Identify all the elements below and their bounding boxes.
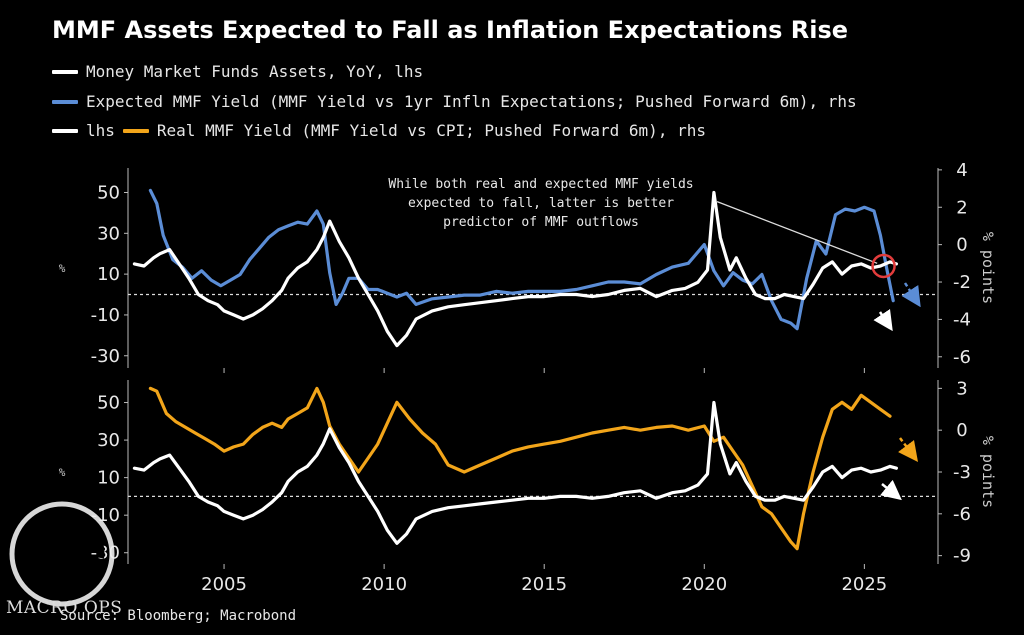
right-axis-label: % points <box>979 232 997 304</box>
legend-label: Money Market Funds Assets, YoY, lhs <box>86 62 424 81</box>
x-tick-label: 2005 <box>201 574 247 595</box>
trend-arrow-white-bottom <box>880 479 902 501</box>
highlight-circle <box>871 253 896 279</box>
left-axis-label: % <box>59 262 66 275</box>
right-tick-label: 2 <box>956 197 967 218</box>
left-tick-label: -10 <box>91 305 120 326</box>
right-tick-label: 0 <box>956 235 967 256</box>
legend-label-lhs: lhs <box>86 121 115 140</box>
right-tick-label: -4 <box>953 309 971 330</box>
series-line <box>132 190 899 348</box>
right-tick-label: -3 <box>953 462 971 483</box>
legend-swatch-orange <box>122 128 149 133</box>
x-tick-label: 2015 <box>521 574 567 595</box>
left-tick-label: 50 <box>97 393 120 414</box>
legend-label: Real MMF Yield (MMF Yield vs CPI; Pushed… <box>156 121 706 140</box>
x-tick-label: 2025 <box>841 574 887 595</box>
top-panel: 50 30 10 -10 -30 4 2 0 -2 -4 -6% % points <box>59 160 997 373</box>
right-tick-label: 0 <box>956 420 967 441</box>
series-line <box>148 188 895 331</box>
right-tick-label: -6 <box>953 504 971 525</box>
chart-annotation: While both real and expected MMF yields … <box>388 177 694 230</box>
right-tick-label: 4 <box>956 160 967 181</box>
right-tick-label: -2 <box>953 272 971 293</box>
left-tick-label: 10 <box>97 264 120 285</box>
right-tick-label: -9 <box>953 546 971 567</box>
x-tick-label: 2020 <box>681 574 727 595</box>
legend-swatch-white <box>52 128 78 133</box>
legend-item-real-yield: lhs Real MMF Yield (MMF Yield vs CPI; Pu… <box>52 121 706 140</box>
right-tick-label: -6 <box>953 347 971 368</box>
trend-arrow-orange-bottom <box>898 437 918 462</box>
left-tick-label: 30 <box>97 430 120 451</box>
x-tick-label: 2010 <box>361 574 407 595</box>
trend-arrow-white-top <box>873 308 893 332</box>
source-note: Source: Bloomberg; Macrobond <box>60 608 297 624</box>
macro-ops-logo <box>9 501 115 607</box>
logo-text: MACRO OPS <box>6 598 123 618</box>
series-line <box>132 400 899 545</box>
left-tick-label: 50 <box>97 182 120 203</box>
series-line <box>148 386 892 551</box>
legend-item-mmf-assets: Money Market Funds Assets, YoY, lhs <box>52 62 423 81</box>
right-axis-label: % points <box>979 436 997 508</box>
legend-swatch-blue <box>52 99 78 104</box>
legend-label: Expected MMF Yield (MMF Yield vs 1yr Inf… <box>86 92 857 111</box>
left-axis-label: % <box>59 466 66 479</box>
trend-arrow-blue-top <box>901 282 921 308</box>
annotation-pointer-line <box>716 201 878 264</box>
left-tick-label: -30 <box>91 346 120 367</box>
legend-item-expected-yield: Expected MMF Yield (MMF Yield vs 1yr Inf… <box>52 92 857 111</box>
annotation-arrows <box>873 282 921 501</box>
left-tick-label: 30 <box>97 223 120 244</box>
left-tick-label: 10 <box>97 468 120 489</box>
right-tick-label: 3 <box>956 378 967 399</box>
chart-title: MMF Assets Expected to Fall as Inflation… <box>52 16 849 44</box>
legend-swatch-white <box>52 69 78 74</box>
